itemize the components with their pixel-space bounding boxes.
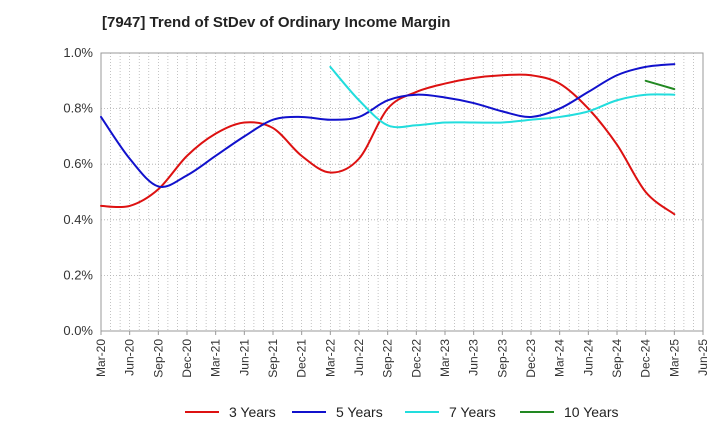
x-tick-label: Jun-24 <box>581 339 595 376</box>
x-tick-label: Mar-22 <box>323 339 337 377</box>
x-tick-label: Mar-25 <box>667 339 681 377</box>
y-tick-label: 0.2% <box>63 267 93 282</box>
legend-swatch-3-years <box>185 411 219 413</box>
x-tick-label: Jun-23 <box>467 339 481 376</box>
y-tick-label: 0.4% <box>63 212 93 227</box>
y-tick-label: 0.0% <box>63 323 93 338</box>
legend-label-10-years: 10 Years <box>564 404 619 420</box>
legend-swatch-7-years <box>405 411 439 413</box>
y-axis-ticks: 0.0% 0.2% 0.4% 0.6% 0.8% 1.0% <box>63 45 93 338</box>
legend-item-3-years: 3 Years <box>185 404 276 420</box>
x-tick-label: Sep-20 <box>151 339 165 378</box>
plot-area <box>100 52 704 332</box>
x-tick-label: Mar-24 <box>553 339 567 377</box>
series-line-10-years <box>644 79 676 91</box>
grid-lines <box>101 53 703 331</box>
x-axis-ticks: Mar-20 Jun-20 Sep-20 Dec-20 Mar-21 Jun-21 Sep-… <box>94 331 710 378</box>
legend-item-10-years: 10 Years <box>520 404 619 420</box>
x-tick-label: Dec-24 <box>639 339 653 378</box>
chart-title: [7947] Trend of StDev of Ordinary Income… <box>102 14 451 31</box>
x-tick-label: Jun-20 <box>123 339 137 376</box>
x-tick-label: Dec-21 <box>295 339 309 378</box>
x-tick-label: Sep-21 <box>266 339 280 378</box>
series-line-7-years <box>329 65 676 129</box>
x-tick-label: Jun-22 <box>352 339 366 376</box>
legend-label-3-years: 3 Years <box>229 404 276 420</box>
series-line-3-years <box>100 73 676 216</box>
legend: 3 Years 5 Years 7 Years 10 Years <box>0 404 720 426</box>
x-tick-label: Sep-22 <box>381 339 395 378</box>
x-tick-label: Mar-23 <box>438 339 452 377</box>
x-tick-label: Jun-21 <box>237 339 251 376</box>
legend-item-7-years: 7 Years <box>405 404 496 420</box>
y-tick-label: 1.0% <box>63 45 93 60</box>
x-tick-label: Jun-25 <box>696 339 710 376</box>
legend-label-5-years: 5 Years <box>336 404 383 420</box>
legend-label-7-years: 7 Years <box>449 404 496 420</box>
x-tick-label: Mar-20 <box>94 339 108 377</box>
x-tick-label: Sep-23 <box>495 339 509 378</box>
series-lines <box>100 63 676 216</box>
x-tick-label: Sep-24 <box>610 339 624 378</box>
x-tick-label: Dec-20 <box>180 339 194 378</box>
legend-swatch-10-years <box>520 411 554 413</box>
y-tick-label: 0.6% <box>63 156 93 171</box>
legend-swatch-5-years <box>292 411 326 413</box>
x-tick-label: Mar-21 <box>209 339 223 377</box>
x-tick-label: Dec-22 <box>409 339 423 378</box>
legend-item-5-years: 5 Years <box>292 404 383 420</box>
y-tick-label: 0.8% <box>63 101 93 116</box>
x-tick-label: Dec-23 <box>524 339 538 378</box>
series-line-5-years <box>100 63 676 188</box>
